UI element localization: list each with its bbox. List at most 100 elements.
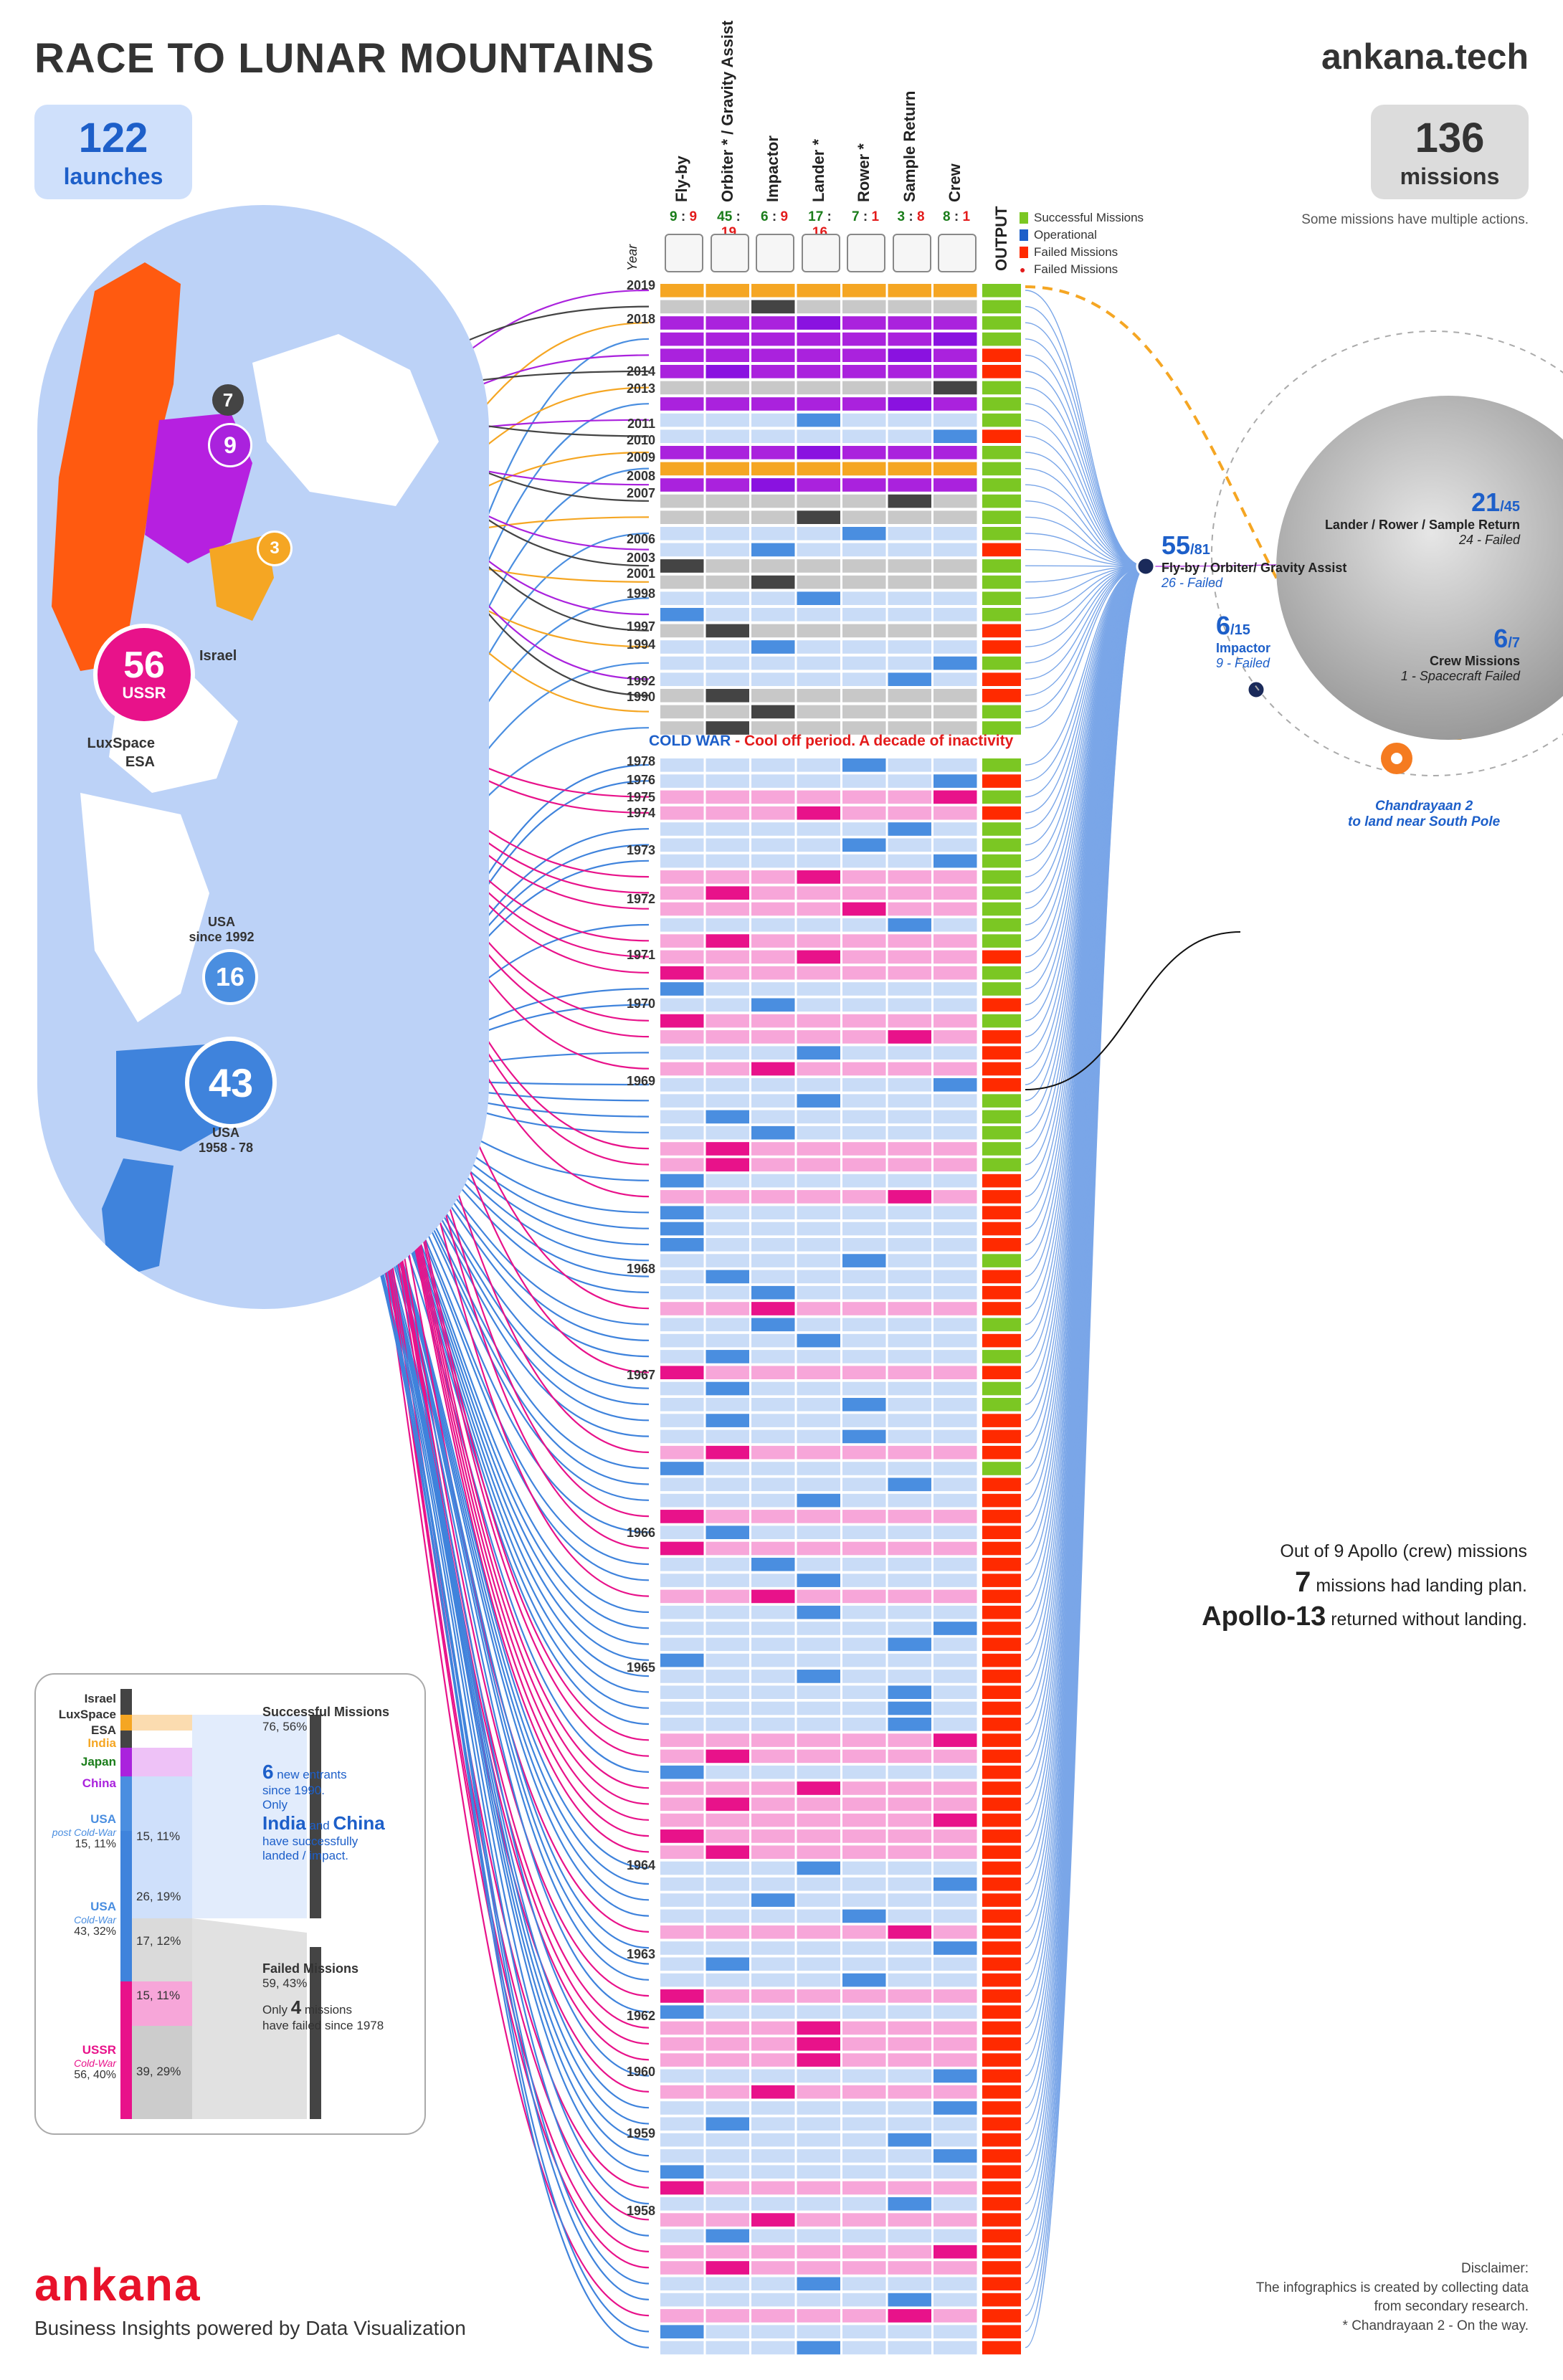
year-label: 1965	[626, 1660, 655, 1675]
column-ratio-0: 9 : 9	[669, 209, 698, 224]
grid-cell	[751, 462, 795, 476]
grid-cell	[888, 1941, 931, 1955]
sk-bar-success	[310, 1715, 321, 1918]
grid-cell	[933, 2005, 977, 2019]
grid-cell	[797, 1510, 840, 1523]
grid-cell	[842, 640, 886, 654]
grid-cell-active	[842, 1909, 886, 1923]
flow-line-target	[1025, 516, 1146, 567]
output-cell	[982, 1541, 1021, 1556]
output-cell	[982, 640, 1021, 654]
grid-cell	[797, 1733, 840, 1747]
sankey-left-label: ESA	[91, 1723, 116, 1737]
grid-cell	[797, 300, 840, 314]
grid-cell	[706, 1510, 749, 1523]
grid-cell-active	[660, 1989, 704, 2003]
grid-cell	[660, 2197, 704, 2211]
grid-cell	[751, 429, 795, 443]
year-label: 2003	[626, 551, 655, 565]
grid-cell	[888, 2213, 931, 2227]
grid-cell	[660, 1125, 704, 1140]
grid-cell	[751, 1414, 795, 1427]
grid-cell	[751, 1014, 795, 1028]
grid-cell	[751, 2245, 795, 2259]
grid-cell	[842, 1653, 886, 1667]
output-cell	[982, 510, 1021, 524]
grid-cell-active	[751, 1125, 795, 1140]
grid-cell	[706, 2341, 749, 2355]
grid-cell	[660, 462, 704, 476]
grid-cell	[797, 429, 840, 443]
grid-cell	[706, 918, 749, 932]
output-cell	[982, 2245, 1021, 2259]
column-ratio-6: 8 : 1	[942, 209, 971, 224]
grid-cell	[842, 397, 886, 411]
grid-cell	[888, 1398, 931, 1412]
badge-japan: 7	[212, 384, 244, 416]
output-cell	[982, 1653, 1021, 1667]
grid-cell	[797, 1318, 840, 1332]
grid-cell	[706, 1206, 749, 1219]
grid-cell	[751, 1845, 795, 1859]
grid-cell	[933, 1525, 977, 1539]
grid-cell	[706, 2101, 749, 2115]
grid-cell	[797, 1637, 840, 1652]
grid-cell-active	[706, 886, 749, 900]
grid-cell-active	[706, 2261, 749, 2275]
grid-cell	[933, 1238, 977, 1252]
output-cell	[982, 1333, 1021, 1348]
grid-cell	[660, 1685, 704, 1699]
grid-cell	[660, 902, 704, 916]
output-cell	[982, 966, 1021, 980]
grid-cell	[842, 982, 886, 996]
grid-cell	[660, 365, 704, 379]
sk-mid-2: 17, 12%	[136, 1934, 181, 1948]
grid-cell	[888, 1078, 931, 1092]
grid-cell	[888, 1285, 931, 1300]
output-cell	[982, 1350, 1021, 1363]
grid-cell	[797, 348, 840, 362]
grid-cell-active	[751, 998, 795, 1012]
year-label: 1975	[626, 790, 655, 804]
grid-cell	[933, 1174, 977, 1188]
grid-cell	[842, 608, 886, 622]
grid-cell-active	[660, 1174, 704, 1188]
grid-cell	[706, 1653, 749, 1667]
grid-cell	[888, 806, 931, 820]
grid-cell	[797, 478, 840, 492]
grid-cell	[660, 1158, 704, 1172]
grid-cell-active	[933, 381, 977, 395]
grid-cell	[842, 1462, 886, 1475]
grid-cell	[751, 1078, 795, 1092]
grid-cell	[933, 2133, 977, 2147]
grid-cell	[706, 543, 749, 557]
grid-cell	[933, 1062, 977, 1076]
grid-cell	[660, 774, 704, 788]
output-cell	[982, 2197, 1021, 2211]
grid-cell	[751, 1670, 795, 1683]
grid-cell	[751, 1429, 795, 1444]
grid-cell	[706, 640, 749, 654]
grid-cell	[933, 721, 977, 735]
grid-cell	[797, 1653, 840, 1667]
year-label: 1967	[626, 1368, 655, 1382]
grid-cell	[706, 2005, 749, 2019]
grid-cell	[797, 1381, 840, 1396]
output-cell	[982, 758, 1021, 772]
grid-cell	[933, 2325, 977, 2338]
grid-cell	[888, 721, 931, 735]
grid-cell	[888, 1094, 931, 1108]
moon-crew: 6/7 Crew Missions 1 - Spacecraft Failed	[1400, 624, 1520, 683]
grid-cell	[660, 1749, 704, 1763]
output-cell	[982, 902, 1021, 916]
grid-cell-active	[888, 1637, 931, 1652]
grid-cell-active	[797, 2341, 840, 2355]
output-cell	[982, 2005, 1021, 2019]
grid-cell	[933, 902, 977, 916]
grid-cell	[888, 1893, 931, 1907]
year-label: 1994	[626, 637, 655, 652]
output-cell	[982, 1014, 1021, 1028]
flow-line-target	[1025, 386, 1146, 567]
grid-cell	[888, 365, 931, 379]
grid-cell	[797, 1222, 840, 1236]
